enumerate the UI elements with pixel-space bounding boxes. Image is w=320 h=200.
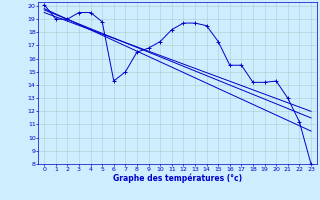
X-axis label: Graphe des températures (°c): Graphe des températures (°c) bbox=[113, 173, 242, 183]
